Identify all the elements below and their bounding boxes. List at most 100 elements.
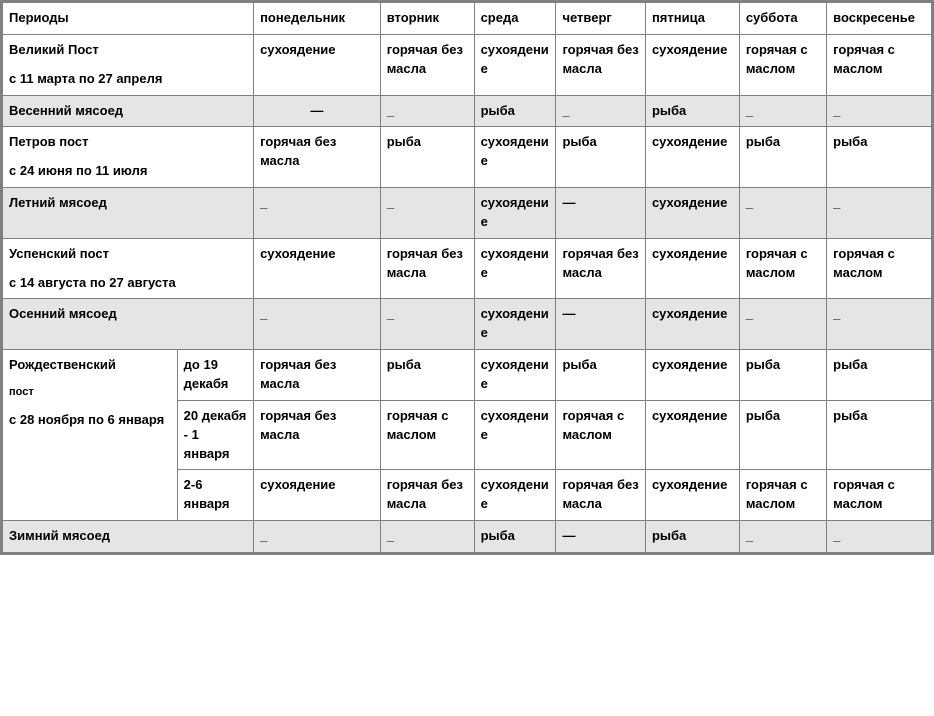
period-cell: Летний мясоед: [3, 188, 254, 239]
day-cell: —: [556, 299, 646, 350]
day-cell: сухоядение: [474, 188, 556, 239]
day-cell: _: [827, 299, 932, 350]
day-cell: рыба: [556, 350, 646, 401]
day-cell: сухоядение: [645, 299, 739, 350]
day-cell: _: [380, 95, 474, 127]
day-cell: _: [739, 299, 826, 350]
day-cell: горячая без масла: [556, 470, 646, 521]
col-header: вторник: [380, 3, 474, 35]
day-cell: рыба: [827, 350, 932, 401]
day-cell: горячая без масла: [556, 34, 646, 95]
day-cell: _: [380, 188, 474, 239]
col-header: воскресенье: [827, 3, 932, 35]
day-cell: горячая без масла: [380, 470, 474, 521]
day-cell: _: [254, 299, 381, 350]
table-row: Осенний мясоед__сухоядение—сухоядение__: [3, 299, 932, 350]
day-cell: сухоядение: [254, 238, 381, 299]
day-cell: горячая с маслом: [739, 34, 826, 95]
day-cell: сухоядение: [254, 470, 381, 521]
day-cell: горячая с маслом: [380, 400, 474, 470]
day-cell: —: [556, 521, 646, 553]
day-cell: рыба: [645, 95, 739, 127]
day-cell: горячая без масла: [556, 238, 646, 299]
day-cell: горячая без масла: [380, 238, 474, 299]
day-cell: сухоядение: [474, 238, 556, 299]
table-body: Великий Постс 11 марта по 27 апрелясухоя…: [3, 34, 932, 552]
day-cell: _: [556, 95, 646, 127]
col-header: среда: [474, 3, 556, 35]
table-header-row: Периодыпонедельниквторниксредачетвергпят…: [3, 3, 932, 35]
col-header: Периоды: [3, 3, 254, 35]
day-cell: рыба: [827, 400, 932, 470]
subperiod-cell: до 19 декабя: [177, 350, 253, 401]
day-cell: рыба: [474, 521, 556, 553]
day-cell: сухоядение: [474, 350, 556, 401]
period-cell: Рождественскийпостс 28 ноября по 6 январ…: [3, 350, 178, 521]
subperiod-cell: 20 декабя - 1 января: [177, 400, 253, 470]
day-cell: горячая с маслом: [827, 470, 932, 521]
day-cell: _: [739, 95, 826, 127]
col-header: пятница: [645, 3, 739, 35]
day-cell: —: [556, 188, 646, 239]
day-cell: _: [827, 95, 932, 127]
period-cell: Зимний мясоед: [3, 521, 254, 553]
day-cell: рыба: [380, 127, 474, 188]
day-cell: _: [739, 521, 826, 553]
col-header: четверг: [556, 3, 646, 35]
day-cell: рыба: [739, 400, 826, 470]
day-cell: горячая с маслом: [827, 34, 932, 95]
table-row: Летний мясоед__сухоядение—сухоядение__: [3, 188, 932, 239]
day-cell: рыба: [739, 350, 826, 401]
day-cell: горячая без масла: [254, 350, 381, 401]
day-cell: горячая без масла: [254, 127, 381, 188]
day-cell: _: [827, 521, 932, 553]
day-cell: сухоядение: [645, 34, 739, 95]
period-cell: Великий Постс 11 марта по 27 апреля: [3, 34, 254, 95]
day-cell: _: [827, 188, 932, 239]
day-cell: _: [254, 521, 381, 553]
day-cell: горячая с маслом: [739, 470, 826, 521]
day-cell: —: [254, 95, 381, 127]
day-cell: рыба: [645, 521, 739, 553]
col-header: понедельник: [254, 3, 381, 35]
day-cell: сухоядение: [474, 470, 556, 521]
day-cell: сухоядение: [645, 470, 739, 521]
day-cell: рыба: [556, 127, 646, 188]
day-cell: рыба: [380, 350, 474, 401]
period-cell: Петров постс 24 июня по 11 июля: [3, 127, 254, 188]
day-cell: горячая с маслом: [556, 400, 646, 470]
period-cell: Осенний мясоед: [3, 299, 254, 350]
fasting-table-container: Периодыпонедельниквторниксредачетвергпят…: [0, 0, 934, 555]
day-cell: рыба: [739, 127, 826, 188]
table-row: Успенский постс 14 августа по 27 августа…: [3, 238, 932, 299]
subperiod-cell: 2-6 января: [177, 470, 253, 521]
day-cell: сухоядение: [645, 350, 739, 401]
day-cell: горячая без масла: [254, 400, 381, 470]
table-row: Петров постс 24 июня по 11 июлягорячая б…: [3, 127, 932, 188]
day-cell: сухоядение: [645, 238, 739, 299]
fasting-table: Периодыпонедельниквторниксредачетвергпят…: [2, 2, 932, 553]
day-cell: сухоядение: [474, 34, 556, 95]
day-cell: горячая с маслом: [827, 238, 932, 299]
day-cell: _: [254, 188, 381, 239]
day-cell: сухоядение: [645, 188, 739, 239]
period-cell: Успенский постс 14 августа по 27 августа: [3, 238, 254, 299]
day-cell: сухоядение: [254, 34, 381, 95]
col-header: суббота: [739, 3, 826, 35]
day-cell: сухоядение: [645, 127, 739, 188]
table-row: Рождественскийпостс 28 ноября по 6 январ…: [3, 350, 932, 401]
day-cell: горячая с маслом: [739, 238, 826, 299]
period-cell: Весенний мясоед: [3, 95, 254, 127]
day-cell: рыба: [827, 127, 932, 188]
day-cell: _: [380, 521, 474, 553]
day-cell: сухоядение: [645, 400, 739, 470]
day-cell: сухоядение: [474, 299, 556, 350]
table-row: Зимний мясоед__рыба—рыба__: [3, 521, 932, 553]
day-cell: сухоядение: [474, 400, 556, 470]
table-row: Великий Постс 11 марта по 27 апрелясухоя…: [3, 34, 932, 95]
day-cell: рыба: [474, 95, 556, 127]
day-cell: горячая без масла: [380, 34, 474, 95]
day-cell: _: [739, 188, 826, 239]
day-cell: сухоядение: [474, 127, 556, 188]
day-cell: _: [380, 299, 474, 350]
